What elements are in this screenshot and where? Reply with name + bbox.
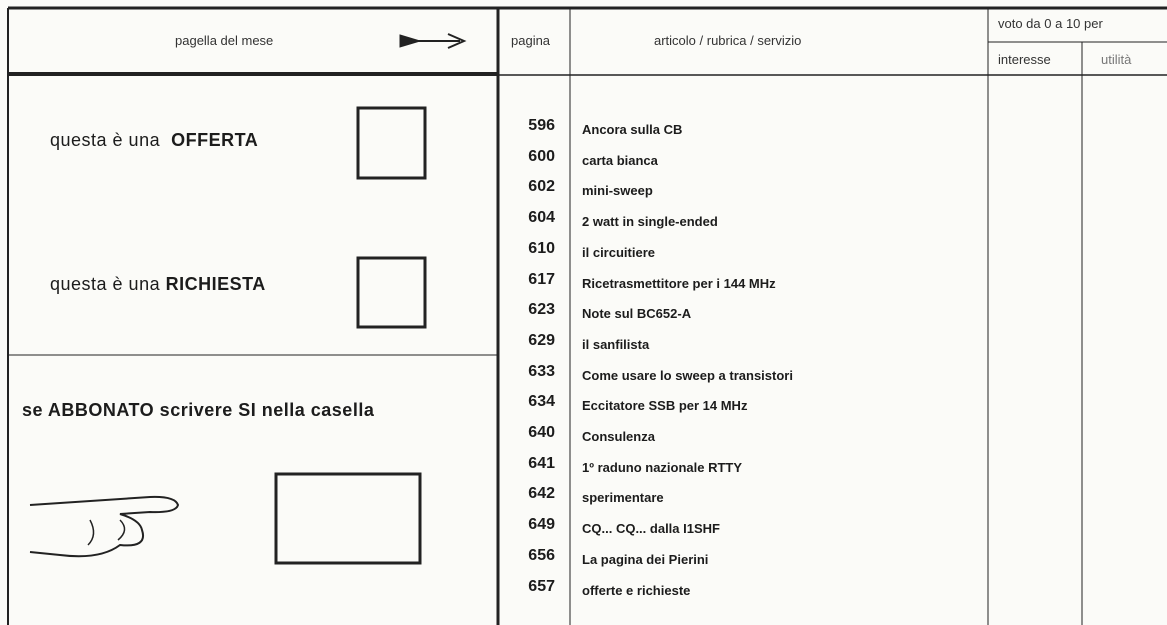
article-title: mini-sweep [582,183,653,199]
article-title: Consulenza [582,429,655,444]
page-number: 602 [528,178,555,196]
page-number: 600 [528,147,555,165]
page-column-header: pagina [511,33,551,48]
page-number: 634 [528,393,555,411]
article-title: il circuitiere [582,244,655,260]
article-title: Eccitatore SSB per 14 MHz [582,398,748,414]
page-number: 640 [528,424,555,441]
page-number: 656 [528,546,555,564]
page-number: 623 [528,301,555,319]
request-keyword: RICHIESTA [165,274,266,294]
request-text: questa è una [50,274,161,294]
article-title: offerte e richieste [582,582,691,598]
utility-header: utilità [1101,52,1132,67]
article-title: Ricetrasmettitore per i 144 MHz [582,275,776,291]
article-title: carta bianca [582,152,658,168]
article-title: Ancora sulla CB [582,122,683,137]
offer-keyword: OFFERTA [171,130,259,150]
article-title: Note sul BC652-A [582,306,692,322]
article-column-header: articolo / rubrica / servizio [654,33,802,48]
page-number: 642 [528,485,555,503]
page-number: 629 [528,331,555,349]
page-number: 657 [528,577,555,595]
article-title: CQ... CQ... dalla I1SHF [582,521,720,537]
article-title: Come usare lo sweep a transistori [582,367,793,383]
page-number: 617 [528,270,555,288]
page-number: 596 [528,117,555,134]
page-number: 604 [528,209,555,227]
page-number: 610 [528,239,555,257]
page-number: 633 [528,362,555,380]
offer-text: questa è una [50,130,161,150]
article-title: 1º raduno nazionale RTTY [582,459,743,475]
article-title: il sanfilista [582,336,650,352]
subscriber-label: se ABBONATO scrivere SI nella casella [22,400,375,420]
interest-header: interesse [998,52,1051,67]
article-title: La pagina dei Pierini [582,551,709,567]
vote-header: voto da 0 a 10 per [998,16,1103,31]
page-number: 649 [528,516,555,534]
article-title: sperimentare [582,490,664,506]
offer-label: questa è una OFFERTA [50,130,258,151]
left-title: pagella del mese [175,33,274,48]
request-label: questa è una RICHIESTA [50,274,266,295]
article-title: 2 watt in single-ended [582,214,718,230]
page-number: 641 [528,454,555,472]
